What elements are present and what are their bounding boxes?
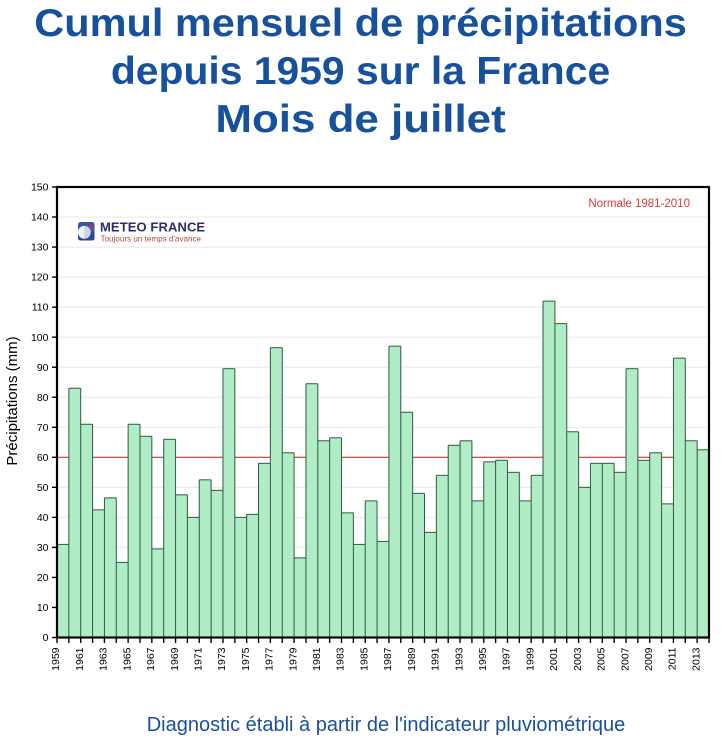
svg-text:1975: 1975 xyxy=(240,647,252,671)
svg-text:1981: 1981 xyxy=(311,647,323,671)
svg-text:2003: 2003 xyxy=(572,647,584,671)
svg-text:1961: 1961 xyxy=(74,647,86,671)
svg-text:30: 30 xyxy=(37,542,49,554)
svg-text:0: 0 xyxy=(43,632,49,644)
svg-text:2009: 2009 xyxy=(643,647,655,671)
svg-text:1995: 1995 xyxy=(477,647,489,671)
svg-text:10: 10 xyxy=(37,602,49,614)
svg-text:60: 60 xyxy=(37,452,49,464)
svg-text:1967: 1967 xyxy=(145,647,157,671)
svg-text:50: 50 xyxy=(37,482,49,494)
svg-text:1971: 1971 xyxy=(192,647,204,671)
svg-text:2007: 2007 xyxy=(619,647,631,671)
svg-text:1983: 1983 xyxy=(335,647,347,671)
svg-text:2011: 2011 xyxy=(667,647,679,670)
svg-text:1977: 1977 xyxy=(264,647,276,671)
svg-text:1959: 1959 xyxy=(50,647,62,671)
svg-text:1979: 1979 xyxy=(287,647,299,671)
svg-text:METEO FRANCE: METEO FRANCE xyxy=(100,220,205,235)
svg-text:1991: 1991 xyxy=(430,647,442,671)
svg-text:1965: 1965 xyxy=(121,647,133,671)
svg-text:120: 120 xyxy=(31,272,49,284)
svg-text:130: 130 xyxy=(31,242,49,254)
svg-text:1989: 1989 xyxy=(406,647,418,671)
svg-text:1987: 1987 xyxy=(382,647,394,671)
svg-text:1985: 1985 xyxy=(358,647,370,671)
svg-text:Précipitations (mm): Précipitations (mm) xyxy=(4,336,21,465)
svg-text:1973: 1973 xyxy=(216,647,228,671)
svg-text:40: 40 xyxy=(37,512,49,524)
svg-text:150: 150 xyxy=(31,182,49,194)
svg-text:2013: 2013 xyxy=(690,647,702,671)
svg-text:Normale 1981-2010: Normale 1981-2010 xyxy=(588,198,690,210)
svg-text:1997: 1997 xyxy=(501,647,513,671)
svg-text:2001: 2001 xyxy=(548,647,560,671)
svg-text:1993: 1993 xyxy=(453,647,465,671)
svg-text:70: 70 xyxy=(37,422,49,434)
svg-text:Toujours un temps d'avance: Toujours un temps d'avance xyxy=(101,235,202,244)
svg-text:1963: 1963 xyxy=(98,647,110,671)
svg-text:1999: 1999 xyxy=(524,647,536,671)
svg-text:100: 100 xyxy=(31,332,49,344)
svg-text:80: 80 xyxy=(37,392,49,404)
svg-text:20: 20 xyxy=(37,572,49,584)
svg-text:1969: 1969 xyxy=(169,647,181,671)
svg-text:140: 140 xyxy=(31,212,49,224)
svg-text:90: 90 xyxy=(37,362,49,374)
svg-text:110: 110 xyxy=(32,302,49,314)
svg-text:2005: 2005 xyxy=(596,647,608,671)
